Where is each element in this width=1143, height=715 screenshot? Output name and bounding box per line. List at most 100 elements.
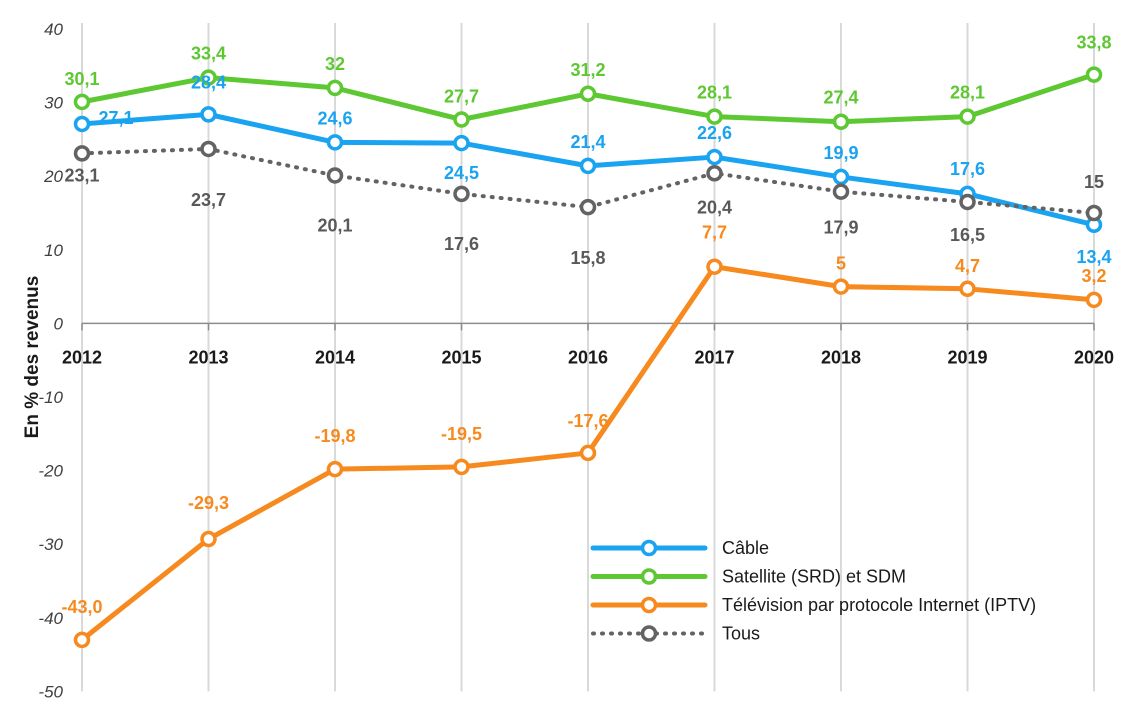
legend-marker-2 [640, 596, 658, 614]
series-2-label-2020: 3,2 [1081, 266, 1106, 286]
series-0-label-2013: 28,4 [191, 72, 226, 92]
series-0-point-2016 [579, 157, 597, 175]
series-1-label-2018: 27,4 [823, 88, 858, 108]
series-0-point-2015 [453, 134, 470, 152]
legend-label-2: Télévision par protocole Internet (IPTV) [722, 595, 1036, 615]
legend-marker-3 [640, 625, 658, 642]
series-2-point-2019 [959, 280, 976, 298]
series-2-point-2012 [73, 631, 91, 649]
series-2-point-2013 [200, 530, 217, 548]
legend-label-1: Satellite (SRD) et SDM [722, 567, 906, 587]
legend: Câble Satellite (SRD) et SDM Télévision pa… [590, 538, 1036, 644]
series-3-label-2018: 17,9 [823, 218, 858, 238]
series-1-point-2014 [326, 79, 344, 97]
legend-marker-0 [640, 539, 658, 557]
series-1-point-2017 [706, 108, 723, 125]
series-3-point-2013 [200, 140, 217, 158]
series-3-point-2014 [326, 167, 344, 184]
series-3-label-2019: 16,5 [950, 225, 985, 245]
series-0-label-2017: 22,6 [697, 123, 732, 143]
series-0-label-2018: 19,9 [823, 143, 858, 163]
series-0-point-2014 [326, 134, 344, 151]
series-layer [73, 66, 1103, 649]
series-3-label-2012: 23,1 [64, 165, 99, 185]
series-2-point-2016 [579, 444, 597, 462]
series-3-label-2017: 20,4 [697, 197, 732, 217]
y-tick-label--50: -50 [38, 682, 63, 701]
x-tick-label-2019: 2019 [947, 347, 987, 367]
series-1-label-2019: 28,1 [950, 83, 985, 103]
y-tick-label-40: 40 [44, 20, 63, 39]
y-tick-label--10: -10 [38, 388, 63, 407]
series-3-point-2016 [579, 198, 597, 216]
series-3-point-2017 [706, 165, 723, 182]
y-tick-label-10: 10 [44, 241, 63, 260]
series-2-label-2018: 5 [836, 254, 846, 274]
series-0-point-2018 [832, 168, 850, 186]
x-axis: 2012 2013 2014 2015 2016 2017 2018 2019 2020 [62, 322, 1114, 367]
series-2-label-2013: -29,3 [188, 493, 229, 513]
series-3-point-2012 [73, 145, 91, 162]
series-2-point-2018 [832, 278, 850, 295]
y-axis-title: En % des revenus [22, 276, 43, 439]
series-2-label-2017: 7,7 [702, 223, 727, 243]
series-2-label-2019: 4,7 [955, 256, 980, 276]
series-3-label-2016: 15,8 [570, 248, 605, 268]
series-3-label-2013: 23,7 [191, 190, 226, 210]
series-3-point-2019 [959, 193, 976, 211]
series-1-label-2012: 30,1 [64, 69, 99, 89]
series-3-line [80, 146, 1096, 215]
series-1-point-2019 [959, 108, 976, 125]
series-1-label-2017: 28,1 [697, 83, 732, 103]
series-3-label-2014: 20,1 [317, 215, 352, 235]
x-tick-label-2015: 2015 [441, 347, 481, 367]
legend-label-3: Tous [722, 624, 760, 644]
x-tick-label-2014: 2014 [315, 347, 355, 367]
series-0-label-2012: 27,1 [98, 108, 133, 128]
series-1-point-2020 [1085, 66, 1103, 83]
series-1-point-2018 [832, 113, 850, 130]
series-3-point-2015 [453, 185, 470, 203]
series-0-point-2017 [706, 148, 723, 166]
x-tick-label-2012: 2012 [62, 347, 102, 367]
x-tick-label-2020: 2020 [1074, 347, 1114, 367]
series-2-point-2020 [1085, 291, 1103, 309]
legend-marker-1 [640, 568, 658, 585]
y-tick-label--40: -40 [38, 609, 63, 628]
legend-label-0: Câble [722, 538, 769, 558]
series-1-label-2015: 27,7 [444, 87, 479, 107]
series-1-label-2014: 32 [325, 54, 345, 74]
y-tick-label-0: 0 [54, 314, 64, 333]
series-1-point-2016 [579, 85, 597, 103]
series-1-point-2012 [73, 93, 91, 111]
series-0-point-2012 [73, 115, 91, 133]
series-2-label-2012: -43,0 [61, 597, 102, 617]
series-3-point-2018 [832, 183, 850, 200]
series-0-label-2020: 13,4 [1076, 247, 1111, 267]
series-2-point-2015 [453, 458, 470, 476]
series-0-label-2016: 21,4 [570, 132, 605, 152]
y-axis: 40 30 20 10 0 -10 -20 -30 -40 -50 [38, 20, 63, 701]
series-3-point-2020 [1085, 204, 1103, 222]
series-0-label-2014: 24,6 [317, 108, 352, 128]
data-labels: 27,1 28,4 24,6 24,5 21,4 22,6 19,9 17,6 13,4 30,1… [61, 33, 1111, 617]
series-1-point-2013 [200, 69, 217, 86]
series-2-label-2014: -19,8 [314, 426, 355, 446]
series-0-label-2015: 24,5 [444, 163, 479, 183]
series-3-label-2015: 17,6 [444, 234, 479, 254]
series-0-point-2013 [200, 106, 217, 123]
x-tick-label-2013: 2013 [188, 347, 228, 367]
x-tick-label-2018: 2018 [821, 347, 861, 367]
series-2-point-2014 [326, 460, 344, 478]
y-tick-label-20: 20 [43, 167, 63, 186]
y-tick-label--30: -30 [38, 535, 63, 554]
series-1-point-2015 [453, 111, 470, 128]
y-tick-label-30: 30 [44, 94, 63, 113]
x-tick-label-2016: 2016 [568, 347, 608, 367]
series-3-label-2020: 15 [1084, 172, 1104, 192]
series-1-label-2013: 33,4 [191, 44, 226, 64]
series-2-label-2015: -19,5 [441, 424, 482, 444]
series-1-label-2020: 33,8 [1076, 33, 1111, 53]
y-tick-label--20: -20 [38, 462, 63, 481]
series-1-label-2016: 31,2 [570, 60, 605, 80]
